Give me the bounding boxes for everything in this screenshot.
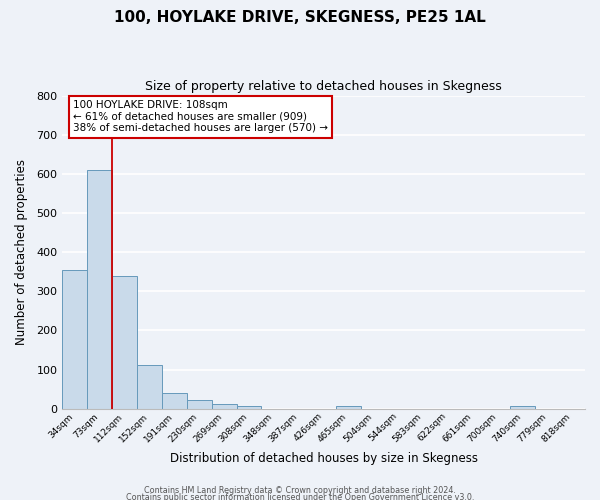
Bar bbox=[87, 170, 112, 409]
Title: Size of property relative to detached houses in Skegness: Size of property relative to detached ho… bbox=[145, 80, 502, 93]
Bar bbox=[112, 276, 137, 409]
Text: Contains public sector information licensed under the Open Government Licence v3: Contains public sector information licen… bbox=[126, 494, 474, 500]
Bar bbox=[236, 406, 262, 409]
Bar bbox=[336, 406, 361, 409]
X-axis label: Distribution of detached houses by size in Skegness: Distribution of detached houses by size … bbox=[170, 452, 478, 465]
Bar bbox=[511, 406, 535, 409]
Bar bbox=[62, 270, 87, 409]
Bar bbox=[212, 404, 236, 409]
Bar bbox=[162, 393, 187, 409]
Text: Contains HM Land Registry data © Crown copyright and database right 2024.: Contains HM Land Registry data © Crown c… bbox=[144, 486, 456, 495]
Y-axis label: Number of detached properties: Number of detached properties bbox=[15, 159, 28, 345]
Text: 100 HOYLAKE DRIVE: 108sqm
← 61% of detached houses are smaller (909)
38% of semi: 100 HOYLAKE DRIVE: 108sqm ← 61% of detac… bbox=[73, 100, 328, 134]
Bar bbox=[187, 400, 212, 409]
Text: 100, HOYLAKE DRIVE, SKEGNESS, PE25 1AL: 100, HOYLAKE DRIVE, SKEGNESS, PE25 1AL bbox=[114, 10, 486, 25]
Bar bbox=[137, 364, 162, 409]
